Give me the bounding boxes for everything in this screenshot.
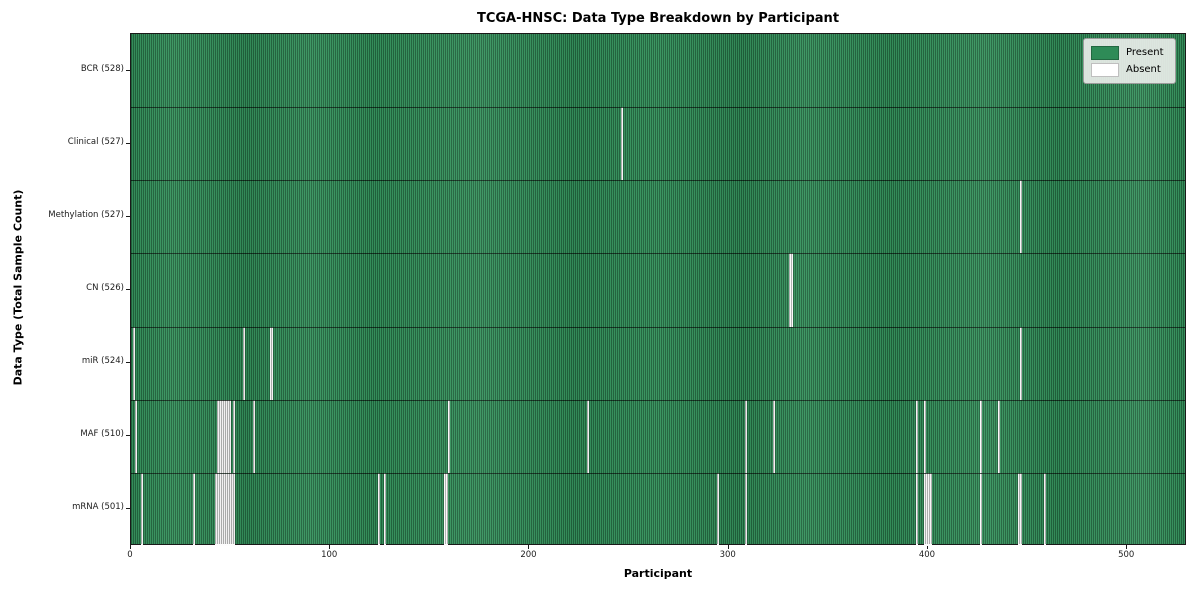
absent-line xyxy=(224,399,227,473)
absent-line xyxy=(929,472,933,546)
row-separator xyxy=(131,399,1185,401)
absent-line xyxy=(443,472,446,546)
y-tick-label: miR (524) xyxy=(81,356,124,367)
absent-line xyxy=(270,326,273,400)
absent-line xyxy=(744,399,747,473)
absent-line xyxy=(232,472,235,546)
absent-line xyxy=(228,399,231,473)
row-separator xyxy=(131,326,1185,328)
absent-line xyxy=(230,472,233,546)
absent-line xyxy=(916,472,919,546)
absent-line xyxy=(925,472,929,546)
y-tick-mark xyxy=(126,215,130,217)
x-axis-label: Participant xyxy=(623,567,693,580)
x-tick-mark xyxy=(727,545,729,549)
x-tick-label: 100 xyxy=(321,550,338,560)
x-tick-mark xyxy=(1126,545,1128,549)
legend-label-absent: Absent xyxy=(1126,64,1161,75)
absent-line xyxy=(140,472,144,546)
absent-line xyxy=(621,107,624,181)
tonal-band-overlay xyxy=(131,34,1185,544)
legend-swatch-absent xyxy=(1091,62,1119,77)
legend-item-absent: Absent xyxy=(1091,61,1168,78)
absent-line xyxy=(378,472,381,546)
y-tick-mark xyxy=(126,362,130,364)
absent-line xyxy=(214,472,217,546)
absent-line xyxy=(772,399,775,473)
x-tick-label: 200 xyxy=(520,550,537,560)
y-tick-label: mRNA (501) xyxy=(72,502,124,513)
absent-line xyxy=(216,472,219,546)
absent-line xyxy=(447,399,450,473)
absent-line xyxy=(445,472,448,546)
absent-line xyxy=(134,399,138,473)
y-tick-mark xyxy=(126,508,130,510)
legend-item-present: Present xyxy=(1091,44,1168,61)
absent-line xyxy=(587,399,590,473)
absent-line xyxy=(997,399,1000,473)
absent-line xyxy=(216,399,219,473)
row-separator xyxy=(131,472,1185,474)
absent-line xyxy=(192,472,195,546)
absent-line xyxy=(224,472,227,546)
y-tick-mark xyxy=(126,69,130,71)
x-tick-mark xyxy=(329,545,331,549)
absent-line xyxy=(252,399,255,473)
absent-line xyxy=(222,399,225,473)
absent-line xyxy=(979,399,982,473)
legend-label-present: Present xyxy=(1126,47,1164,58)
column-texture-overlay xyxy=(131,34,1185,544)
absent-line xyxy=(1019,472,1022,546)
row-separator xyxy=(131,253,1185,255)
absent-line xyxy=(218,472,221,546)
y-tick-mark xyxy=(126,435,130,437)
absent-line xyxy=(1017,472,1020,546)
x-tick-mark xyxy=(528,545,530,549)
absent-line xyxy=(132,326,136,400)
absent-line xyxy=(790,253,793,327)
absent-line xyxy=(226,399,229,473)
y-tick-label: Methylation (527) xyxy=(48,209,124,220)
chart-title: TCGA-HNSC: Data Type Breakdown by Partic… xyxy=(476,11,840,26)
absent-line xyxy=(222,472,225,546)
y-tick-mark xyxy=(126,289,130,290)
x-tick-label: 0 xyxy=(127,550,133,560)
absent-line xyxy=(1019,326,1022,400)
absent-line xyxy=(788,253,791,327)
absent-line xyxy=(923,472,927,546)
absent-line xyxy=(716,472,719,546)
absent-line xyxy=(744,472,747,546)
plot-area xyxy=(130,33,1186,546)
x-tick-label: 400 xyxy=(918,550,936,560)
absent-line xyxy=(228,472,231,546)
absent-line xyxy=(916,399,919,473)
row-separator xyxy=(131,180,1185,182)
absent-line xyxy=(218,399,221,473)
y-tick-label: MAF (510) xyxy=(80,429,124,440)
y-tick-label: BCR (528) xyxy=(80,63,124,74)
row-separator xyxy=(131,107,1185,109)
y-tick-mark xyxy=(126,142,130,144)
absent-line xyxy=(384,472,387,546)
x-tick-mark xyxy=(926,545,928,549)
legend-swatch-present xyxy=(1091,45,1119,60)
legend: Present Absent xyxy=(1083,38,1176,84)
absent-line xyxy=(232,399,235,473)
absent-line xyxy=(979,472,982,546)
y-tick-label: CN (526) xyxy=(86,283,124,293)
x-tick-label: 300 xyxy=(719,550,736,560)
x-tick-mark xyxy=(130,545,131,549)
absent-line xyxy=(242,326,245,400)
y-tick-label: Clinical (527) xyxy=(67,136,124,147)
absent-line xyxy=(220,399,223,473)
x-tick-label: 500 xyxy=(1118,550,1135,560)
absent-line xyxy=(923,399,927,473)
absent-line xyxy=(1019,180,1022,254)
absent-line xyxy=(927,472,931,546)
absent-line xyxy=(226,472,229,546)
absent-line xyxy=(220,472,223,546)
absent-line xyxy=(1043,472,1046,546)
